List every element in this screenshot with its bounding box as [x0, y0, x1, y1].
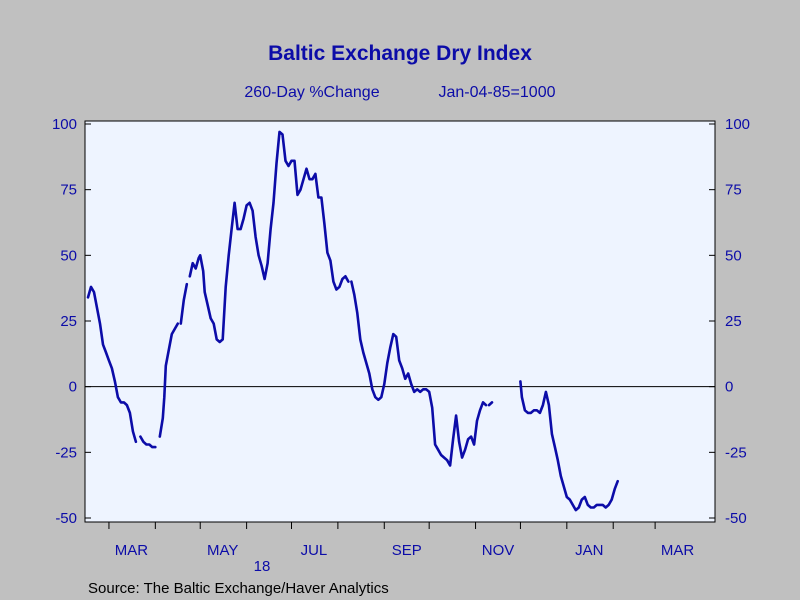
- x-tick-label: MAR: [115, 542, 149, 559]
- y-tick-label-left: 100: [52, 116, 77, 133]
- chart-subtitle-note: Jan-04-85=1000: [439, 84, 556, 101]
- year-label: 18: [254, 558, 271, 575]
- plot-area: [84, 120, 716, 523]
- series-line: [86, 130, 619, 512]
- y-axis-left: -50 -25 0 25 50 75 100: [52, 116, 91, 527]
- y-axis-right: -50 -25 0 25 50 75 100: [709, 116, 750, 527]
- y-tick-label-left: -50: [55, 510, 77, 527]
- y-tick-label-left: 25: [60, 313, 77, 330]
- y-tick-label-right: 50: [725, 247, 742, 264]
- chart-subtitle: 260-Day %Change: [244, 84, 379, 101]
- x-tick-label: NOV: [482, 542, 515, 559]
- x-axis: MAR MAY JUL SEP NOV JAN MAR: [108, 522, 695, 559]
- y-tick-label-right: 25: [725, 313, 742, 330]
- x-tick-label: MAY: [207, 542, 238, 559]
- source-note: Source: The Baltic Exchange/Haver Analyt…: [88, 580, 389, 597]
- y-tick-label-left: 50: [60, 247, 77, 264]
- y-tick-label-right: 0: [725, 379, 733, 396]
- y-tick-label-left: 75: [60, 182, 77, 199]
- y-tick-label-right: -50: [725, 510, 747, 527]
- x-tick-label: JUL: [301, 542, 328, 559]
- y-tick-label-left: -25: [55, 444, 77, 461]
- x-tick-label: MAR: [661, 542, 695, 559]
- series-group: [86, 130, 619, 512]
- chart-title: Baltic Exchange Dry Index: [268, 42, 532, 65]
- y-tick-label-left: 0: [69, 379, 77, 396]
- x-tick-label: JAN: [575, 542, 603, 559]
- y-tick-label-right: 75: [725, 182, 742, 199]
- y-tick-label-right: 100: [725, 116, 750, 133]
- x-tick-label: SEP: [392, 542, 422, 559]
- y-tick-label-right: -25: [725, 444, 747, 461]
